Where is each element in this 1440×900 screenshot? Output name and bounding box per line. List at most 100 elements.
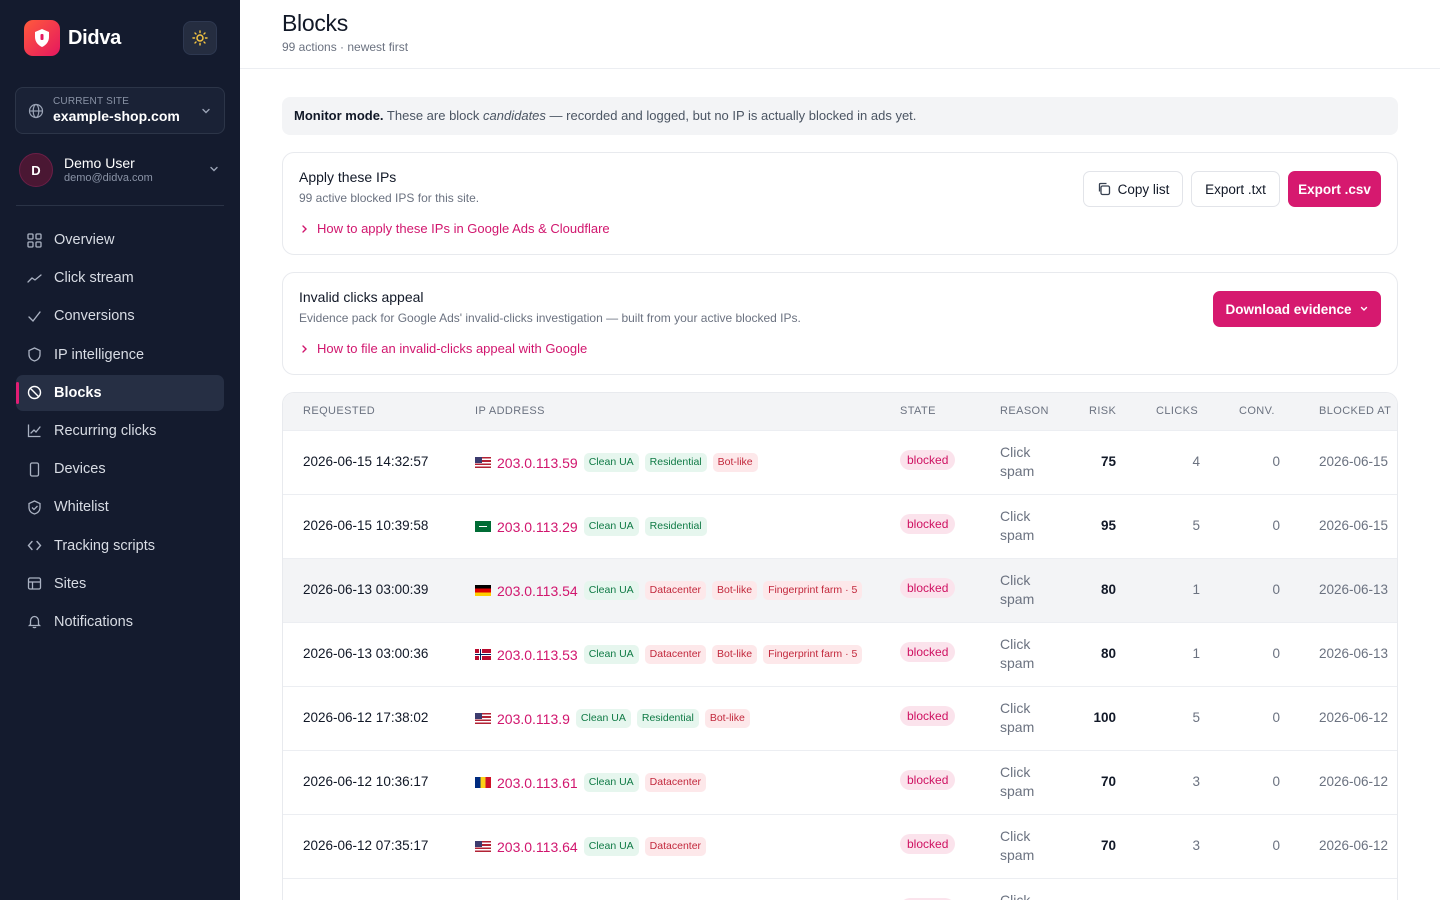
risk-cell: 100	[1093, 710, 1116, 725]
ip-link[interactable]: 203.0.113.59	[497, 454, 578, 471]
ip-tag: Residential	[644, 453, 707, 472]
copy-list-button[interactable]: Copy list	[1083, 171, 1183, 207]
site-selector[interactable]: CURRENT SITE example-shop.com	[15, 87, 225, 134]
card-description: Evidence pack for Google Ads' invalid-cl…	[299, 311, 801, 325]
state-cell: blocked	[900, 706, 956, 726]
ip-tag: Bot-like	[712, 581, 758, 600]
reason-cell: Click spam	[1000, 572, 1035, 607]
table-header: REQUESTED IP ADDRESS STATE REASON RISK C…	[283, 393, 1397, 430]
grid-icon	[26, 232, 42, 248]
apply-ips-help-link[interactable]: How to apply these IPs in Google Ads & C…	[301, 221, 610, 236]
ip-tag: Clean UA	[583, 773, 639, 792]
sun-icon	[192, 30, 208, 46]
risk-cell: 70	[1100, 774, 1116, 789]
banner-text: These are block	[383, 108, 484, 123]
table-icon	[26, 576, 42, 592]
ip-link[interactable]: 203.0.113.9	[497, 710, 570, 727]
requested-cell: 2026-06-12 10:36:17	[303, 774, 429, 789]
chart-icon	[26, 423, 42, 439]
page-subtitle: 99 actions · newest first	[282, 40, 409, 54]
ip-link[interactable]: 203.0.113.61	[497, 774, 578, 791]
status-badge: blocked	[900, 578, 956, 598]
apply-ips-card: Apply these IPs 99 active blocked IPS fo…	[282, 152, 1398, 255]
column-header-blocked-at[interactable]: BLOCKED AT	[1319, 405, 1392, 417]
table-row[interactable]: 2026-06-13 03:00:39 203.0.113.54 Clean UA…	[283, 558, 1397, 622]
ip-tag: Bot-like	[712, 453, 758, 472]
ip-link[interactable]: 203.0.113.64	[497, 838, 578, 855]
conv-cell: 0	[1272, 710, 1280, 725]
sidebar-item-ip-intelligence[interactable]: IP intelligence	[16, 337, 224, 373]
state-cell: blocked	[900, 578, 956, 598]
sidebar-item-conversions[interactable]: Conversions	[16, 298, 224, 334]
reason-cell: Click spam	[1000, 892, 1031, 900]
export-txt-button[interactable]: Export .txt	[1191, 171, 1280, 207]
state-cell: blocked	[900, 450, 956, 470]
brand[interactable]: Didva	[24, 20, 121, 56]
sidebar-item-notifications[interactable]: Notifications	[16, 604, 224, 640]
sidebar-item-label: Conversions	[54, 308, 135, 325]
chevron-right-icon	[302, 344, 307, 353]
table-row[interactable]: 2026-06-12 10:36:17 203.0.113.61 Clean UA…	[283, 750, 1397, 814]
column-header-requested[interactable]: REQUESTED	[303, 405, 376, 417]
sidebar-item-sites[interactable]: Sites	[16, 566, 224, 602]
requested-cell: 2026-06-13 03:00:39	[303, 582, 429, 597]
link-label: How to file an invalid-clicks appeal wit…	[317, 341, 588, 356]
ip-tag: Fingerprint farm · 5	[763, 581, 863, 600]
sidebar-item-whitelist[interactable]: Whitelist	[16, 489, 224, 525]
sidebar-item-overview[interactable]: Overview	[16, 222, 224, 258]
table-body: 2026-06-15 14:32:57 203.0.113.59 Clean UA…	[283, 430, 1397, 900]
column-header-reason[interactable]: REASON	[1000, 405, 1049, 417]
invalid-clicks-appeal-card: Invalid clicks appeal Evidence pack for …	[282, 272, 1398, 375]
clicks-cell: 3	[1192, 774, 1200, 789]
chevron-down-icon	[208, 162, 220, 180]
theme-toggle-button[interactable]	[183, 21, 217, 55]
export-csv-button[interactable]: Export .csv	[1288, 171, 1381, 207]
sidebar: Didva CURRENT SITE example-shop.com D De…	[0, 0, 240, 900]
column-header-state[interactable]: STATE	[900, 405, 936, 417]
page-header: Blocks 99 actions · newest first	[240, 0, 1440, 69]
ip-tag: Residential	[636, 709, 699, 728]
sidebar-item-tracking-scripts[interactable]: Tracking scripts	[16, 528, 224, 564]
clicks-cell: 3	[1192, 838, 1200, 853]
sidebar-nav: Overview Click stream Conversions IP int…	[16, 222, 224, 642]
download-evidence-button[interactable]: Download evidence	[1213, 291, 1381, 327]
card-description: 99 active blocked IPS for this site.	[299, 191, 480, 205]
blocked-at-cell: 2026-06-12	[1319, 774, 1389, 789]
column-header-risk[interactable]: RISK	[1089, 405, 1117, 417]
conv-cell: 0	[1272, 454, 1280, 469]
sidebar-item-blocks[interactable]: Blocks	[16, 374, 224, 411]
table-row[interactable]: 2026-06-15 10:39:58 203.0.113.29 Clean UA…	[283, 494, 1397, 558]
reason-cell: Click spam	[1000, 764, 1035, 799]
chevron-right-icon	[302, 224, 307, 233]
sidebar-item-recurring-clicks[interactable]: Recurring clicks	[16, 413, 224, 449]
copy-icon	[1098, 182, 1110, 196]
shield-icon	[26, 347, 42, 363]
appeal-help-link[interactable]: How to file an invalid-clicks appeal wit…	[301, 341, 587, 356]
user-email: demo@didva.com	[64, 172, 153, 184]
column-header-ip-address[interactable]: IP ADDRESS	[475, 405, 545, 417]
table-row[interactable]: blocked Click spam	[283, 878, 1397, 900]
sidebar-item-click-stream[interactable]: Click stream	[16, 260, 224, 296]
column-header-clicks[interactable]: CLICKS	[1156, 405, 1199, 417]
sidebar-item-devices[interactable]: Devices	[16, 451, 224, 487]
site-selector-value: example-shop.com	[53, 108, 180, 124]
blocked-at-cell: 2026-06-12	[1319, 710, 1389, 725]
ip-tag: Clean UA	[583, 453, 639, 472]
clicks-cell: 4	[1192, 454, 1200, 469]
flag-sa-icon	[475, 521, 491, 532]
ban-icon	[26, 385, 42, 401]
table-row[interactable]: 2026-06-12 07:35:17 203.0.113.64 Clean UA…	[283, 814, 1397, 878]
column-header-conv[interactable]: CONV.	[1239, 405, 1275, 417]
table-row[interactable]: 2026-06-15 14:32:57 203.0.113.59 Clean UA…	[283, 430, 1397, 494]
sidebar-item-label: Whitelist	[54, 499, 109, 516]
sidebar-item-label: Tracking scripts	[54, 537, 155, 554]
conv-cell: 0	[1272, 646, 1280, 661]
table-row[interactable]: 2026-06-12 17:38:02 203.0.113.9 Clean UA R…	[283, 686, 1397, 750]
sidebar-item-label: Blocks	[54, 384, 102, 401]
ip-link[interactable]: 203.0.113.54	[497, 582, 578, 599]
ip-link[interactable]: 203.0.113.29	[497, 518, 578, 535]
table-row[interactable]: 2026-06-13 03:00:36 203.0.113.53 Clean UA…	[283, 622, 1397, 686]
state-cell: blocked	[900, 834, 956, 854]
user-menu[interactable]: D Demo User demo@didva.com	[19, 152, 225, 188]
ip-link[interactable]: 203.0.113.53	[497, 646, 578, 663]
